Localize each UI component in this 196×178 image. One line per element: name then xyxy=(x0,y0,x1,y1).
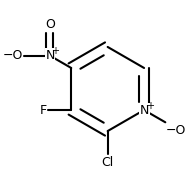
Text: +: + xyxy=(146,101,154,111)
Text: O: O xyxy=(45,18,55,31)
Text: Cl: Cl xyxy=(102,156,114,169)
Text: +: + xyxy=(51,46,59,56)
Text: N: N xyxy=(139,104,149,117)
Text: F: F xyxy=(40,104,47,117)
Text: −O: −O xyxy=(166,124,187,137)
Text: N: N xyxy=(45,49,55,62)
Text: −O: −O xyxy=(3,49,23,62)
